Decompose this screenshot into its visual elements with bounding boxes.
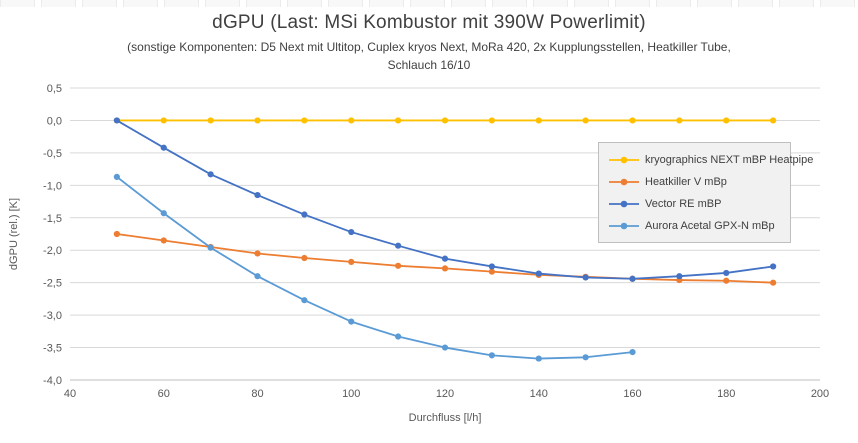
- data-point: [629, 275, 636, 282]
- chart-subtitle-line1: (sonstige Komponenten: D5 Next mit Ultit…: [127, 40, 731, 54]
- series-layer: [113, 117, 777, 362]
- data-point: [160, 117, 167, 124]
- legend-item-2[interactable]: Vector RE mBP: [599, 193, 790, 215]
- data-point: [629, 117, 636, 124]
- data-point: [488, 263, 495, 270]
- data-point: [770, 279, 777, 286]
- data-point: [207, 171, 214, 178]
- data-point: [348, 258, 355, 266]
- y-tick-label: -2,5: [43, 278, 62, 290]
- legend-marker-icon: [609, 155, 639, 165]
- legend-marker-icon: [609, 221, 639, 231]
- data-point: [207, 117, 214, 124]
- x-tick-label: 180: [717, 388, 735, 400]
- data-point: [770, 263, 777, 270]
- series-line-3: [115, 175, 634, 360]
- data-point: [113, 117, 120, 124]
- data-point: [441, 117, 449, 124]
- data-point: [301, 211, 308, 218]
- data-point: [770, 117, 777, 124]
- legend-marker-icon: [609, 199, 639, 209]
- y-tick-label: -1,0: [43, 180, 62, 192]
- legend-item-1[interactable]: Heatkiller V mBp: [599, 171, 790, 193]
- data-point: [160, 210, 167, 217]
- data-point: [582, 354, 589, 361]
- chart-subtitle-line2: Schlauch 16/10: [387, 58, 471, 72]
- y-tick-label: -4,0: [43, 375, 62, 387]
- legend-marker-icon: [609, 177, 639, 187]
- y-tick-label: -0,5: [43, 148, 62, 160]
- data-point: [254, 191, 261, 199]
- x-tick-label: 140: [530, 388, 548, 400]
- data-point: [395, 117, 402, 124]
- x-tick-label: 80: [251, 388, 263, 400]
- data-point: [395, 242, 402, 249]
- data-point: [254, 250, 261, 257]
- data-point: [113, 173, 120, 180]
- data-point: [301, 254, 308, 262]
- y-tick-label: 0,5: [47, 83, 62, 95]
- data-point: [441, 255, 449, 262]
- y-tick-label: -1,5: [43, 213, 62, 225]
- x-tick-label: 160: [623, 388, 641, 400]
- x-tick-label: 100: [342, 388, 360, 400]
- y-tick-label: 0,0: [47, 115, 62, 127]
- data-point: [301, 297, 308, 304]
- legend-label: Aurora Acetal GPX-N mBp: [645, 220, 775, 232]
- y-tick-label: -3,5: [43, 343, 62, 355]
- data-point: [348, 318, 355, 325]
- data-point: [348, 228, 355, 236]
- data-point: [441, 265, 449, 272]
- data-point: [582, 117, 589, 124]
- data-point: [723, 277, 730, 284]
- data-point: [254, 273, 261, 280]
- data-point: [535, 270, 542, 277]
- top-edge-artifact: [0, 0, 858, 7]
- x-tick-label: 200: [811, 388, 829, 400]
- legend-item-0[interactable]: kryographics NEXT mBP Heatpipe: [599, 149, 813, 171]
- data-point: [160, 237, 167, 244]
- data-point: [488, 117, 495, 124]
- data-point: [629, 348, 636, 356]
- data-point: [160, 144, 167, 151]
- legend-label: Vector RE mBP: [645, 198, 722, 210]
- tick-layer: 0,5 0,0 -0,5 -1,0 -1,5 -2,0 -2,5 -3,0 -3,5 -4,040…: [43, 83, 829, 400]
- legend-label: Heatkiller V mBp: [645, 176, 727, 188]
- data-point: [535, 355, 542, 362]
- data-point: [441, 344, 449, 351]
- x-tick-label: 40: [64, 388, 76, 400]
- data-point: [207, 244, 214, 251]
- legend-label: kryographics NEXT mBP Heatpipe: [645, 154, 814, 166]
- data-point: [301, 117, 308, 124]
- y-tick-label: -2,0: [43, 245, 62, 257]
- data-point: [676, 117, 683, 124]
- legend: kryographics NEXT mBP Heatpipe Heatkiller…: [598, 142, 813, 243]
- data-point: [395, 262, 402, 269]
- data-point: [582, 274, 589, 281]
- data-point: [676, 273, 683, 280]
- y-tick-label: -3,0: [43, 310, 62, 322]
- data-point: [348, 117, 355, 124]
- legend-item-3[interactable]: Aurora Acetal GPX-N mBp: [599, 215, 790, 237]
- data-point: [395, 333, 402, 340]
- data-point: [488, 352, 495, 359]
- data-point: [488, 268, 495, 275]
- x-tick-label: 60: [158, 388, 170, 400]
- x-tick-label: 120: [436, 388, 454, 400]
- data-point: [254, 117, 261, 124]
- chart-title: dGPU (Last: MSi Kombustor mit 390W Power…: [212, 12, 646, 33]
- data-point: [535, 117, 542, 124]
- data-point: [723, 117, 730, 124]
- y-axis-title: dGPU (rel.) [K]: [8, 198, 20, 270]
- data-point: [723, 269, 730, 277]
- data-point: [113, 230, 120, 238]
- x-axis-title: Durchfluss [l/h]: [409, 412, 482, 424]
